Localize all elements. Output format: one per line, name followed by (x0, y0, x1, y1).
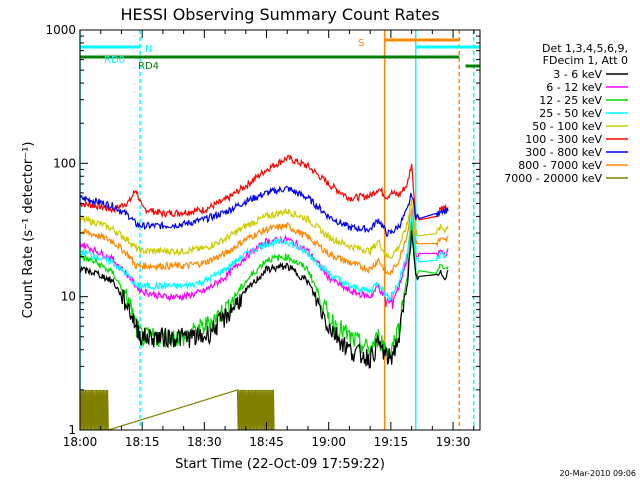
y-tick-label-100: 100 (53, 156, 76, 170)
series-line-4 (79, 213, 449, 310)
legend-label-6: 300 - 800 keV (525, 146, 602, 159)
x-tick-label-1930: 19:30 (436, 435, 471, 449)
x-tick-label-1815: 18:15 (125, 435, 160, 449)
annotation-n: N (145, 44, 152, 55)
y-tick-label-10: 10 (61, 290, 76, 304)
x-tick-label-1900: 19:00 (311, 435, 346, 449)
legend-label-2: 12 - 25 keV (539, 94, 602, 107)
chart-title: HESSI Observing Summary Count Rates (120, 5, 439, 24)
legend-label-5: 100 - 300 keV (525, 133, 602, 146)
legend-label-7: 800 - 7000 keV (518, 159, 602, 172)
legend: Det 1,3,4,5,6,9,FDecim 1, Att 03 - 6 keV… (504, 42, 628, 185)
series-line-6 (79, 222, 449, 360)
plot-area: RD0 N RD4 S (79, 30, 480, 431)
legend-header-1: FDecim 1, Att 0 (543, 54, 628, 67)
annotation-rd4: RD4 (138, 61, 159, 72)
x-tick-label-1915: 19:15 (374, 435, 409, 449)
x-tick-label-1830: 18:30 (187, 435, 222, 449)
y-tick-label-1: 1 (68, 423, 76, 437)
x-tick-label-1800: 18:00 (63, 435, 98, 449)
legend-header-0: Det 1,3,4,5,6,9, (542, 42, 628, 55)
series-line-2 (79, 198, 449, 260)
legend-label-1: 6 - 12 keV (546, 81, 602, 94)
y-tick-label-1000: 1000 (45, 23, 76, 37)
plot-frame (79, 29, 481, 431)
series-line-0 (79, 154, 449, 221)
legend-label-8: 7000 - 20000 keV (504, 172, 602, 185)
series-line-3 (79, 208, 449, 276)
x-axis-label: Start Time (22-Oct-09 17:59:22) (175, 457, 385, 472)
series-line-7 (79, 230, 449, 369)
series-line-8 (79, 389, 275, 431)
x-tick-label-1845: 18:45 (249, 435, 284, 449)
axis-ticks: 1 10 100 1000 18:00 18:15 18:30 18:45 19:00 19:15… (45, 23, 480, 449)
legend-label-4: 50 - 100 keV (532, 120, 602, 133)
legend-label-3: 25 - 50 keV (539, 107, 602, 120)
footer-date: 20-Mar-2010 09:06 (560, 469, 637, 478)
annotation-s: S (358, 38, 364, 49)
y-axis-label: Count Rate (s⁻¹ detector⁻¹) (21, 142, 36, 319)
series-line-5 (79, 212, 449, 302)
series-line-1 (79, 185, 449, 237)
annotation-rd0: RD0 (104, 55, 125, 66)
legend-label-0: 3 - 6 keV (553, 68, 602, 81)
